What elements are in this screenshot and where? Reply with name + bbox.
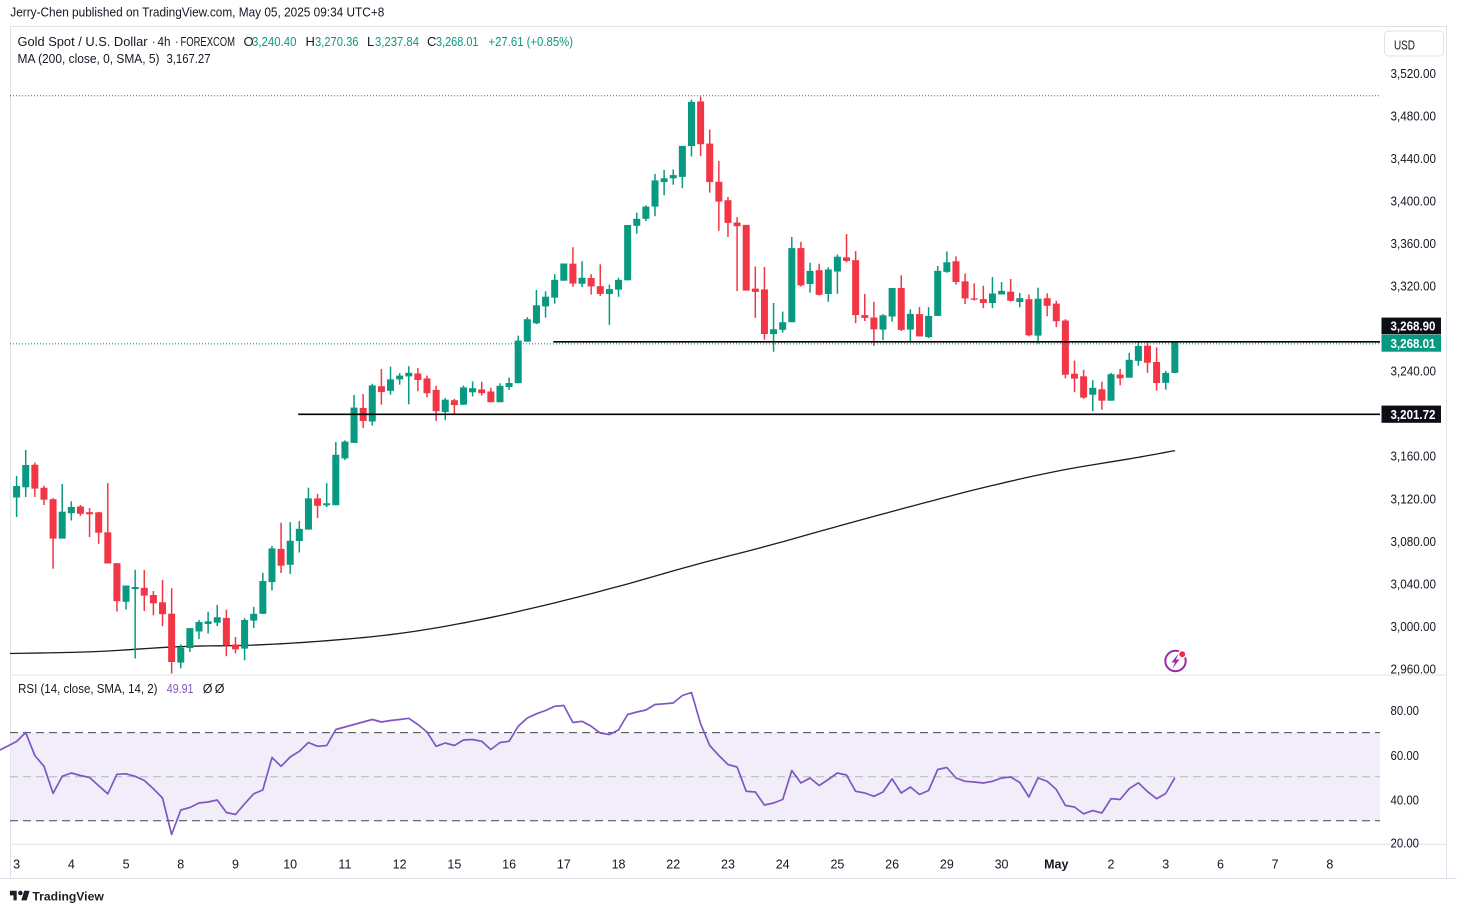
svg-text:3,320.00: 3,320.00 xyxy=(1391,280,1437,294)
svg-text:49.91: 49.91 xyxy=(167,681,194,696)
svg-text:10: 10 xyxy=(283,857,297,871)
svg-text:17: 17 xyxy=(557,857,571,871)
svg-text:2: 2 xyxy=(1108,857,1115,871)
svg-text:3,160.00: 3,160.00 xyxy=(1391,450,1437,464)
svg-text:3,440.00: 3,440.00 xyxy=(1391,152,1437,166)
svg-text:H: H xyxy=(306,34,315,49)
svg-text:3,268.01: 3,268.01 xyxy=(436,34,479,49)
svg-text:O: O xyxy=(244,34,254,49)
svg-text:RSI (14, close, SMA, 14, 2): RSI (14, close, SMA, 14, 2) xyxy=(18,681,157,696)
svg-text:3,167.27: 3,167.27 xyxy=(167,51,211,66)
svg-text:MA (200, close, 0, SMA, 5): MA (200, close, 0, SMA, 5) xyxy=(18,51,160,66)
svg-text:3,080.00: 3,080.00 xyxy=(1391,535,1437,549)
svg-text:26: 26 xyxy=(885,857,899,871)
svg-text:3,268.90: 3,268.90 xyxy=(1391,320,1436,334)
svg-text:7: 7 xyxy=(1272,857,1279,871)
svg-text:3,237.84: 3,237.84 xyxy=(375,34,419,49)
svg-text:Gold Spot / U.S. Dollar: Gold Spot / U.S. Dollar xyxy=(18,34,149,49)
svg-text:29: 29 xyxy=(940,857,954,871)
svg-text:3,520.00: 3,520.00 xyxy=(1391,67,1437,81)
svg-text:9: 9 xyxy=(232,857,239,871)
svg-text:3,480.00: 3,480.00 xyxy=(1391,110,1437,124)
svg-text:Jerry-Chen published on Tradin: Jerry-Chen published on TradingView.com,… xyxy=(10,5,384,20)
svg-text:·: · xyxy=(152,34,156,49)
svg-text:4h: 4h xyxy=(158,34,171,49)
svg-text:11: 11 xyxy=(338,857,351,871)
svg-text:3,270.36: 3,270.36 xyxy=(315,34,359,49)
svg-text:3,201.72: 3,201.72 xyxy=(1391,408,1436,422)
svg-text:L: L xyxy=(367,34,374,49)
svg-text:3,240.40: 3,240.40 xyxy=(252,34,297,49)
svg-text:May: May xyxy=(1044,857,1068,871)
svg-text:15: 15 xyxy=(447,857,461,871)
svg-text:3,040.00: 3,040.00 xyxy=(1391,577,1437,591)
svg-text:3,000.00: 3,000.00 xyxy=(1391,620,1437,634)
svg-text:5: 5 xyxy=(123,857,130,871)
svg-text:80.00: 80.00 xyxy=(1391,704,1420,718)
svg-text:8: 8 xyxy=(177,857,184,871)
svg-text:TradingView: TradingView xyxy=(32,890,104,904)
svg-text:C: C xyxy=(427,34,436,49)
svg-text:Ø: Ø xyxy=(203,682,213,696)
svg-text:25: 25 xyxy=(830,857,844,871)
svg-text:8: 8 xyxy=(1326,857,1333,871)
svg-text:USD: USD xyxy=(1394,38,1415,52)
svg-text:20.00: 20.00 xyxy=(1391,837,1420,851)
svg-text:Ø: Ø xyxy=(215,682,225,696)
svg-text:16: 16 xyxy=(502,857,516,871)
svg-text:3,240.00: 3,240.00 xyxy=(1391,365,1437,379)
svg-text:3,400.00: 3,400.00 xyxy=(1391,195,1437,209)
svg-text:FOREXCOM: FOREXCOM xyxy=(181,34,236,49)
svg-text:22: 22 xyxy=(666,857,680,871)
svg-text:3,120.00: 3,120.00 xyxy=(1391,492,1437,506)
svg-text:2,960.00: 2,960.00 xyxy=(1391,662,1437,676)
svg-text:12: 12 xyxy=(393,857,407,871)
svg-text:3: 3 xyxy=(1162,857,1169,871)
svg-text:+27.61 (+0.85%): +27.61 (+0.85%) xyxy=(489,34,574,49)
svg-text:4: 4 xyxy=(68,857,75,871)
svg-text:18: 18 xyxy=(612,857,626,871)
svg-text:·: · xyxy=(175,34,179,49)
svg-text:23: 23 xyxy=(721,857,735,871)
svg-text:60.00: 60.00 xyxy=(1391,749,1420,763)
svg-text:24: 24 xyxy=(776,857,790,871)
svg-text:3,268.01: 3,268.01 xyxy=(1391,337,1436,351)
svg-text:30: 30 xyxy=(995,857,1009,871)
svg-text:40.00: 40.00 xyxy=(1391,794,1420,808)
svg-text:6: 6 xyxy=(1217,857,1224,871)
svg-text:3,360.00: 3,360.00 xyxy=(1391,237,1437,251)
svg-text:3: 3 xyxy=(13,857,20,871)
